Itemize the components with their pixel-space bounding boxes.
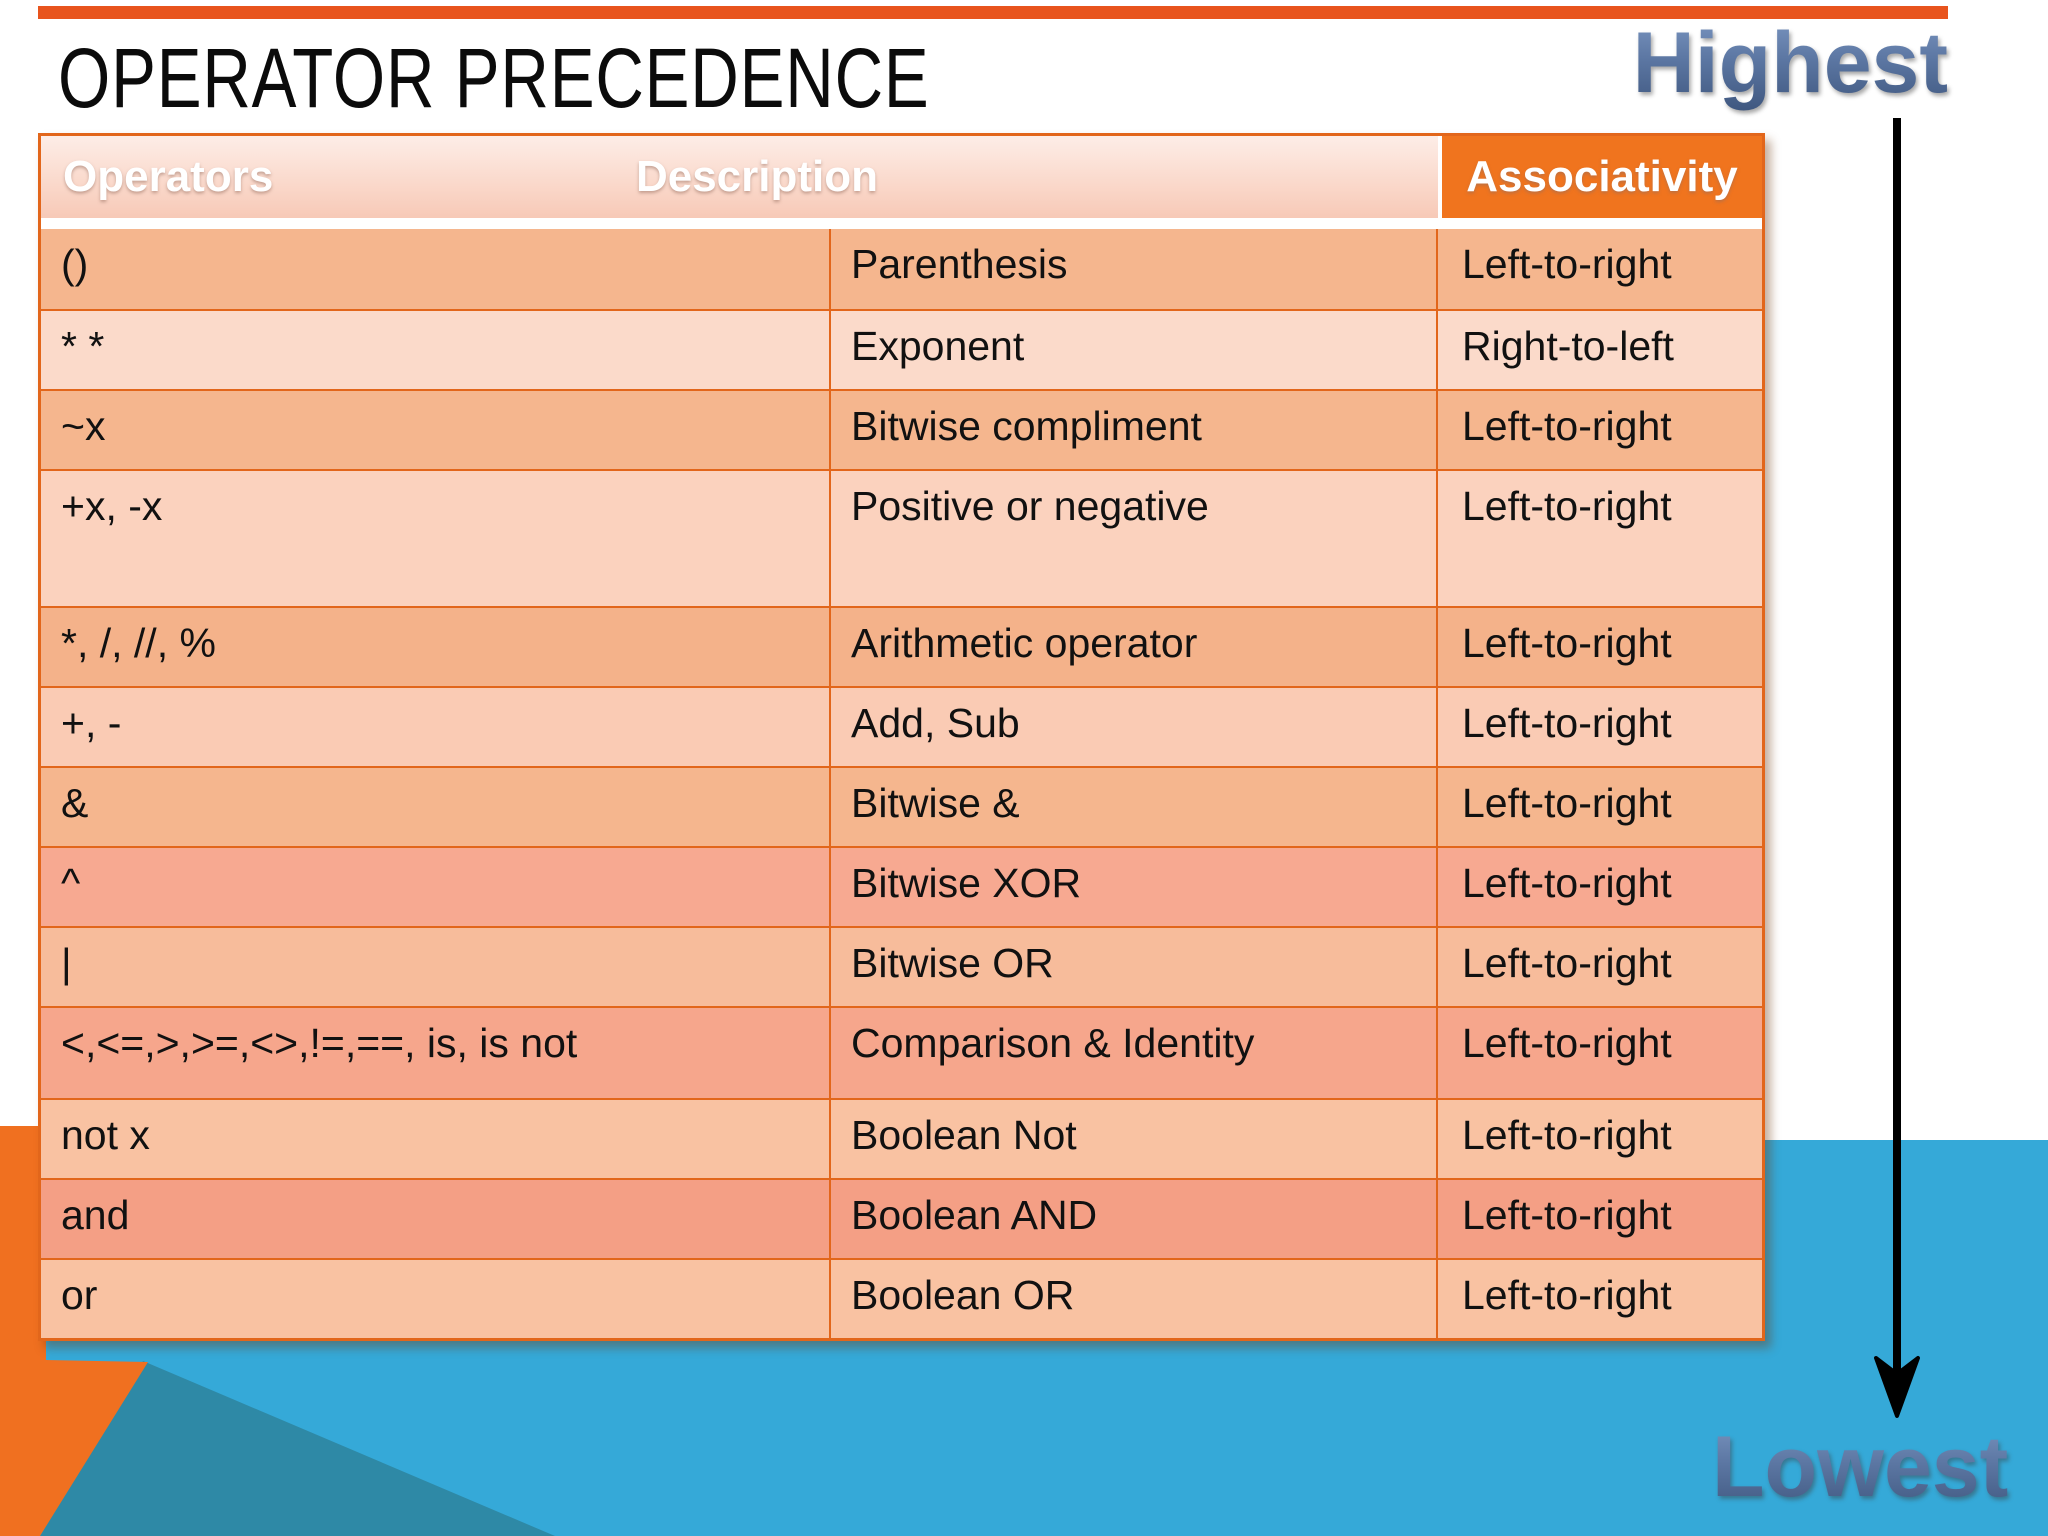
associativity-cell: Left-to-right: [1436, 1180, 1760, 1258]
header-associativity: Associativity: [1466, 152, 1738, 201]
associativity-cell: Left-to-right: [1436, 1100, 1760, 1178]
table-row: +, - Add, Sub Left-to-right: [41, 686, 1762, 766]
table-row: not x Boolean Not Left-to-right: [41, 1098, 1762, 1178]
table-body: () Parenthesis Left-to-right * * Exponent Rig…: [41, 229, 1762, 1338]
operators-cell: ^: [61, 860, 81, 906]
table-row: *, /, //, % Arithmetic operator Left-to-ri…: [41, 606, 1762, 686]
table-row: * * Exponent Right-to-left: [41, 309, 1762, 389]
description-cell: Boolean Not: [829, 1100, 1436, 1178]
description-cell: Add, Sub: [829, 688, 1436, 766]
table-header-row: Operators Description Associativity: [41, 136, 1762, 218]
description-cell: Positive or negative: [829, 471, 1436, 606]
associativity-cell: Left-to-right: [1436, 471, 1760, 606]
table-row: | Bitwise OR Left-to-right: [41, 926, 1762, 1006]
operators-cell: &: [61, 780, 89, 826]
operators-cell: |: [61, 940, 72, 986]
table-row: () Parenthesis Left-to-right: [41, 229, 1762, 309]
description-cell: Exponent: [829, 311, 1436, 389]
header-description: Description: [635, 152, 878, 201]
operator-precedence-table: Operators Description Associativity () Pa…: [38, 133, 1765, 1341]
description-cell: Boolean AND: [829, 1180, 1436, 1258]
page-title: OPERATOR PRECEDENCE: [58, 31, 930, 125]
table-row: & Bitwise & Left-to-right: [41, 766, 1762, 846]
header-operators: Operators: [63, 152, 274, 201]
associativity-cell: Right-to-left: [1436, 311, 1760, 389]
associativity-cell: Left-to-right: [1436, 768, 1760, 846]
description-cell: Bitwise &: [829, 768, 1436, 846]
highest-label: Highest: [1632, 15, 1948, 111]
description-cell: Bitwise OR: [829, 928, 1436, 1006]
operators-cell: +x, -x: [61, 483, 163, 529]
operators-cell: ~x: [61, 403, 106, 449]
operators-cell: not x: [61, 1112, 150, 1158]
header-associativity-cell: Associativity: [1438, 136, 1762, 218]
operators-cell: * *: [61, 323, 105, 369]
description-cell: Bitwise XOR: [829, 848, 1436, 926]
top-accent-strip: [38, 6, 1948, 19]
operators-cell: (): [61, 241, 89, 287]
operators-cell: +, -: [61, 700, 122, 746]
associativity-cell: Left-to-right: [1436, 688, 1760, 766]
description-cell: Comparison & Identity: [829, 1008, 1436, 1098]
description-cell: Arithmetic operator: [829, 608, 1436, 686]
table-row: +x, -x Positive or negative Left-to-right: [41, 469, 1762, 606]
associativity-cell: Left-to-right: [1436, 608, 1760, 686]
description-cell: Bitwise compliment: [829, 391, 1436, 469]
description-cell: Parenthesis: [829, 229, 1436, 309]
associativity-cell: Left-to-right: [1436, 1260, 1760, 1338]
associativity-cell: Left-to-right: [1436, 928, 1760, 1006]
operators-cell: and: [61, 1192, 130, 1238]
table-row: ^ Bitwise XOR Left-to-right: [41, 846, 1762, 926]
description-cell: Boolean OR: [829, 1260, 1436, 1338]
table-row: and Boolean AND Left-to-right: [41, 1178, 1762, 1258]
associativity-cell: Left-to-right: [1436, 229, 1760, 309]
header-light-cells: Operators Description: [41, 136, 1438, 218]
operators-cell: *, /, //, %: [61, 620, 216, 666]
operators-cell: or: [61, 1272, 98, 1318]
table-row: ~x Bitwise compliment Left-to-right: [41, 389, 1762, 469]
table-row: or Boolean OR Left-to-right: [41, 1258, 1762, 1338]
header-separator: [41, 218, 1762, 229]
operators-cell: <,<=,>,>=,<>,!=,==, is, is not: [61, 1020, 578, 1066]
table-row: <,<=,>,>=,<>,!=,==, is, is not Comparison…: [41, 1006, 1762, 1098]
associativity-cell: Left-to-right: [1436, 391, 1760, 469]
lowest-label: Lowest: [1712, 1419, 2009, 1515]
associativity-cell: Left-to-right: [1436, 848, 1760, 926]
associativity-cell: Left-to-right: [1436, 1008, 1760, 1098]
